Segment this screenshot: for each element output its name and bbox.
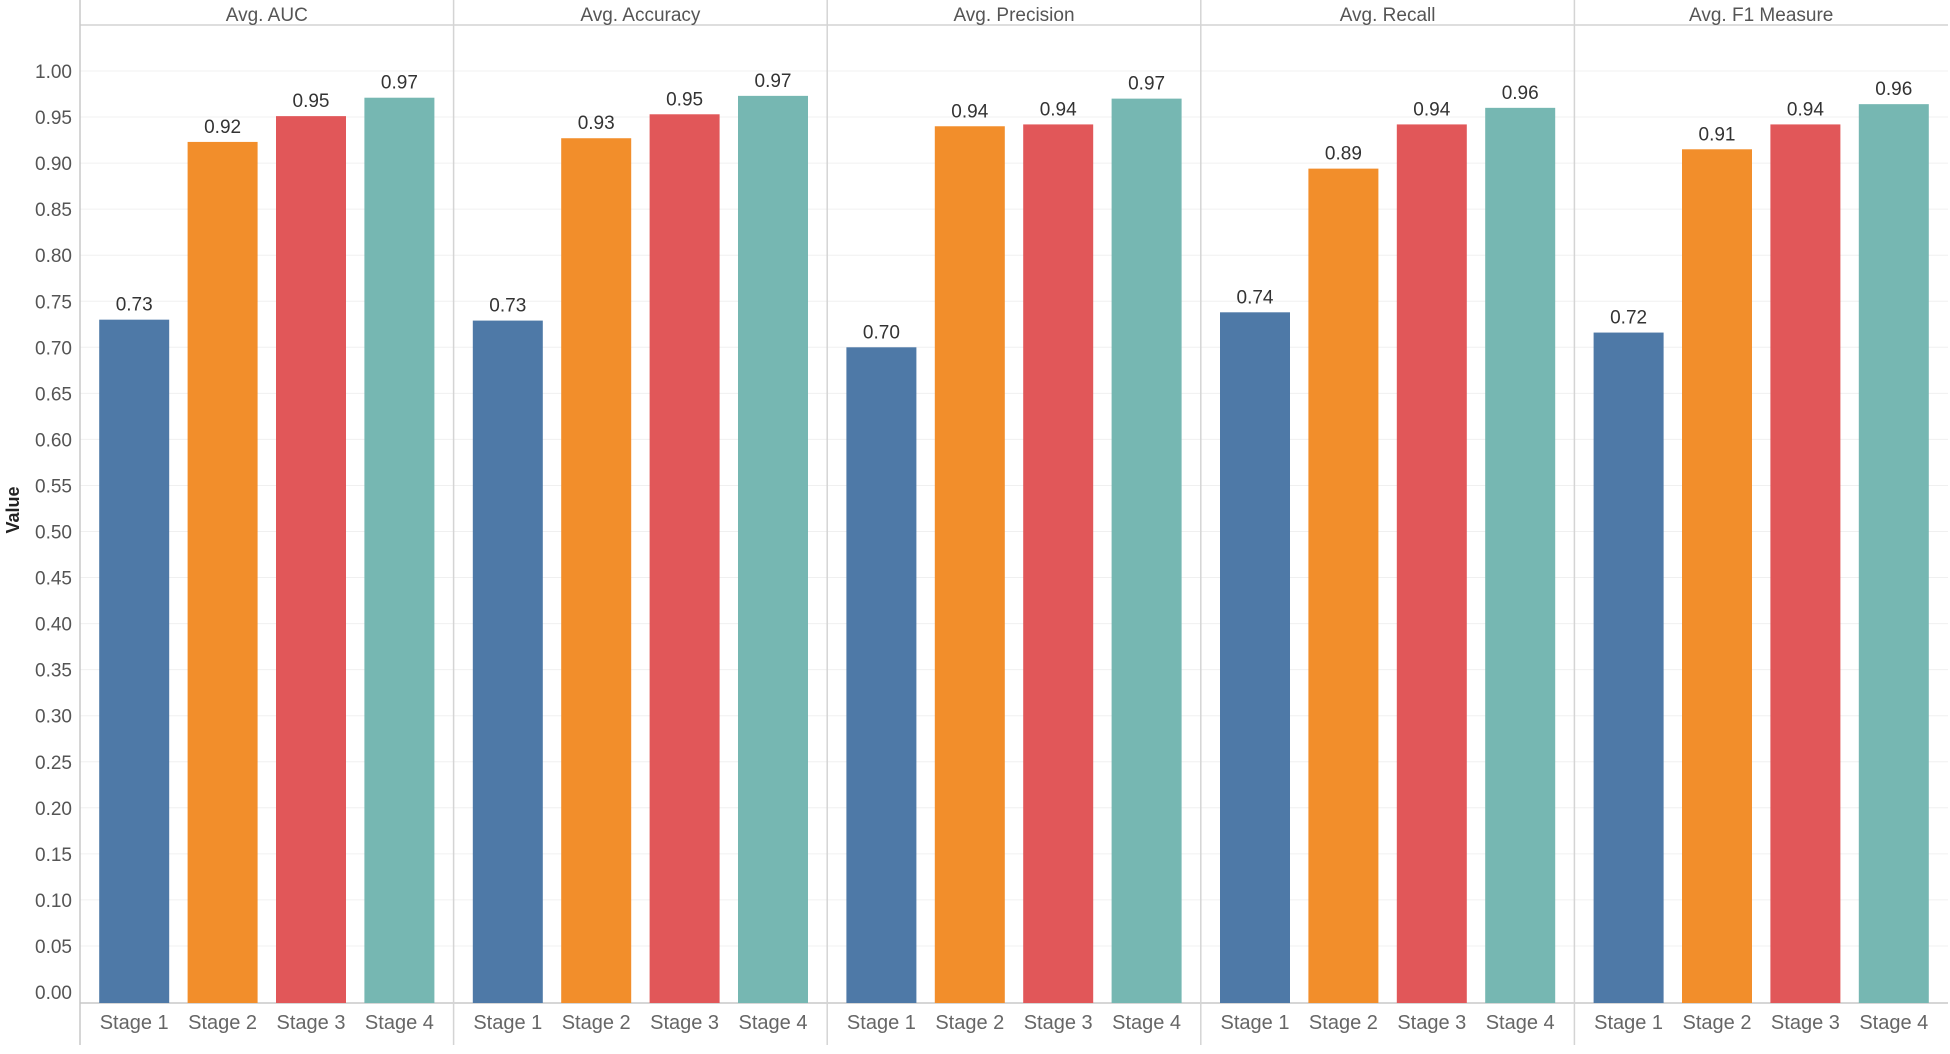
data-label: 0.70: [863, 322, 900, 343]
y-tick-label: 0.95: [35, 108, 72, 129]
data-label: 0.93: [578, 113, 615, 134]
x-tick-label: Stage 2: [935, 1012, 1004, 1034]
x-tick-label: Stage 1: [1221, 1012, 1290, 1034]
bar: [276, 116, 346, 1003]
data-label: 0.89: [1325, 144, 1362, 165]
bar: [1485, 107, 1556, 1004]
panel-title: Avg. Recall: [1340, 5, 1436, 26]
y-tick-label: 0.35: [35, 661, 72, 682]
bar: [472, 320, 543, 1003]
x-tick-label: Stage 4: [1112, 1012, 1181, 1034]
x-tick-label: Stage 1: [473, 1012, 542, 1034]
x-tick-label: Stage 2: [562, 1012, 631, 1034]
bar: [1770, 124, 1841, 1004]
y-tick-label: 0.30: [35, 707, 72, 728]
y-tick-label: 0.25: [35, 753, 72, 774]
bar: [1111, 98, 1182, 1003]
x-tick-label: Stage 3: [650, 1012, 719, 1034]
x-tick-label: Stage 4: [1859, 1012, 1928, 1034]
y-axis-title: Value: [3, 486, 23, 533]
panel-title: Avg. AUC: [226, 5, 308, 26]
bar: [364, 97, 435, 1004]
bar: [934, 126, 1005, 1003]
bar: [1023, 124, 1094, 1004]
x-tick-label: Stage 2: [1683, 1012, 1752, 1034]
bar: [1682, 149, 1752, 1003]
x-tick-label: Stage 3: [1024, 1012, 1093, 1034]
x-tick-label: Stage 4: [1486, 1012, 1555, 1034]
y-tick-label: 0.15: [35, 845, 72, 866]
x-tick-label: Stage 3: [1397, 1012, 1466, 1034]
bar: [1858, 104, 1929, 1003]
bar: [1396, 124, 1467, 1004]
y-tick-label: 0.40: [35, 615, 72, 636]
data-label: 0.92: [204, 117, 241, 138]
data-label: 0.94: [1413, 99, 1450, 120]
bar: [561, 138, 632, 1003]
y-tick-label: 0.20: [35, 799, 72, 820]
data-label: 0.94: [1040, 99, 1077, 120]
data-label: 0.73: [489, 296, 526, 317]
bar: [187, 141, 258, 1004]
y-tick-label: 0.60: [35, 430, 72, 451]
bar: [99, 319, 170, 1003]
x-tick-label: Stage 4: [739, 1012, 808, 1034]
bar: [738, 95, 808, 1003]
y-tick-label: 0.85: [35, 200, 72, 221]
data-label: 0.94: [951, 101, 988, 122]
y-tick-label: 0.90: [35, 154, 72, 175]
data-label: 0.74: [1237, 287, 1274, 308]
y-tick-label: 0.05: [35, 937, 72, 958]
x-tick-label: Stage 1: [847, 1012, 916, 1034]
bar: [846, 347, 917, 1003]
y-tick-label: 0.75: [35, 292, 72, 313]
data-label: 0.97: [755, 71, 792, 92]
panel-title: Avg. F1 Measure: [1689, 5, 1833, 26]
y-tick-label: 0.45: [35, 569, 72, 590]
x-tick-label: Stage 3: [277, 1012, 346, 1034]
data-label: 0.73: [116, 295, 153, 316]
data-label: 0.97: [381, 73, 418, 94]
y-tick-label: 0.55: [35, 476, 72, 497]
data-label: 0.95: [293, 91, 330, 112]
bar: [649, 114, 720, 1004]
x-tick-label: Stage 1: [100, 1012, 169, 1034]
y-tick-label: 0.00: [35, 983, 72, 1004]
data-label: 0.95: [666, 89, 703, 110]
data-label: 0.96: [1875, 79, 1912, 100]
data-label: 0.96: [1502, 83, 1539, 104]
data-label: 0.91: [1699, 124, 1736, 145]
panel-title: Avg. Accuracy: [580, 5, 701, 26]
y-tick-label: 1.00: [35, 62, 72, 83]
x-tick-label: Stage 1: [1594, 1012, 1663, 1034]
panel-title: Avg. Precision: [953, 5, 1074, 26]
bar: [1593, 332, 1664, 1004]
bar: [1308, 168, 1379, 1004]
x-tick-label: Stage 3: [1771, 1012, 1840, 1034]
y-tick-label: 0.10: [35, 891, 72, 912]
data-label: 0.94: [1787, 99, 1824, 120]
bar: [1220, 312, 1290, 1003]
x-tick-label: Stage 2: [188, 1012, 257, 1034]
data-label: 0.97: [1128, 74, 1165, 95]
y-tick-label: 0.70: [35, 338, 72, 359]
x-tick-label: Stage 2: [1309, 1012, 1378, 1034]
y-tick-label: 0.50: [35, 523, 72, 544]
y-tick-label: 0.80: [35, 246, 72, 267]
x-tick-label: Stage 4: [365, 1012, 434, 1034]
data-label: 0.72: [1610, 308, 1647, 329]
y-tick-label: 0.65: [35, 384, 72, 405]
